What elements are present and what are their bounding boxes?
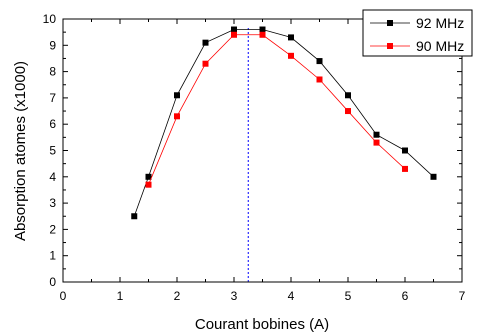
data-point-92-mhz (402, 147, 408, 154)
y-tick-label: 8 (49, 65, 56, 79)
data-point-90-mhz (145, 181, 152, 188)
legend-label-92mhz: 92 MHz (416, 15, 464, 31)
data-point-92-mhz (259, 26, 266, 33)
data-point-90-mhz (174, 113, 180, 120)
series-group (131, 26, 437, 220)
y-tick-label: 4 (49, 170, 56, 184)
x-tick-label: 2 (174, 289, 181, 303)
data-point-92-mhz (373, 131, 380, 138)
data-point-92-mhz (316, 58, 323, 65)
data-point-90-mhz (316, 76, 323, 83)
data-point-90-mhz (345, 108, 351, 115)
y-tick-label: 2 (49, 222, 56, 236)
x-tick-label: 3 (231, 289, 238, 303)
legend-box (362, 9, 473, 57)
data-point-92-mhz (131, 213, 138, 220)
data-point-92-mhz (345, 92, 351, 99)
data-point-90-mhz (402, 165, 408, 172)
y-tick-label: 1 (49, 249, 56, 263)
y-tick-label: 6 (49, 117, 56, 131)
x-tick-label: 7 (459, 289, 466, 303)
data-point-90-mhz (202, 60, 209, 67)
y-axis-label: Absorption atomes (x1000) (12, 61, 29, 241)
data-point-90-mhz (231, 31, 237, 38)
x-tick-label: 6 (402, 289, 409, 303)
data-point-92-mhz (145, 173, 152, 180)
data-point-92-mhz (174, 92, 180, 99)
data-point-92-mhz (202, 39, 209, 46)
series-line-90-mhz (148, 34, 406, 185)
x-tick-label: 5 (345, 289, 352, 303)
x-axis-label: Courant bobines (A) (195, 316, 329, 333)
data-point-90-mhz (259, 31, 266, 38)
series-line-92-mhz (133, 29, 434, 217)
data-point-92-mhz (231, 26, 237, 33)
data-point-92-mhz (288, 34, 294, 41)
y-tick-label: 3 (49, 196, 56, 210)
legend: 92 MHz 90 MHz (362, 9, 473, 57)
legend-marker-90mhz (387, 43, 393, 49)
legend-marker-92mhz (387, 20, 393, 26)
data-point-90-mhz (373, 139, 380, 146)
y-tick-label: 0 (49, 275, 56, 289)
tick-group: 0 1 2 3 4 5 6 7 0 1 2 3 4 5 6 7 8 9 10 (43, 12, 466, 303)
data-point-92-mhz (430, 173, 437, 180)
data-point-90-mhz (288, 52, 294, 59)
y-tick-label: 9 (49, 38, 56, 52)
x-tick-label: 1 (117, 289, 124, 303)
legend-label-90mhz: 90 MHz (416, 38, 464, 54)
y-tick-label: 7 (49, 91, 56, 105)
x-tick-label: 0 (60, 289, 67, 303)
y-tick-label: 5 (49, 144, 56, 158)
y-tick-label: 10 (43, 12, 57, 26)
x-tick-label: 4 (288, 289, 295, 303)
